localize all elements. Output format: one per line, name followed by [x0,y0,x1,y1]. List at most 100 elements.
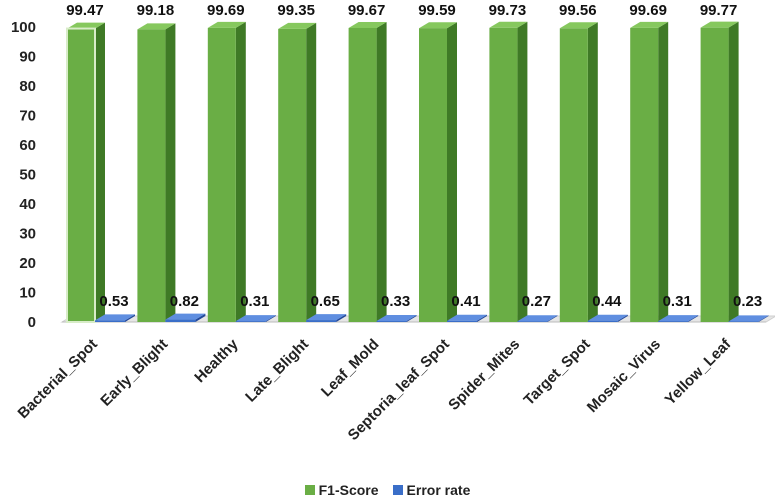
y-tick-label: 30 [19,226,36,243]
f1-value-label: 99.67 [348,2,386,19]
error-bar-side [265,315,276,322]
error-value-label: 0.82 [170,293,199,310]
f1-bar [630,27,659,323]
y-tick-label: 70 [19,108,36,125]
f1-bar-side [95,22,105,322]
y-tick-label: 100 [11,19,36,36]
error-value-label: 0.23 [733,293,762,310]
error-value-label: 0.31 [240,293,269,310]
error-bar-top [376,315,417,322]
f1-bar [348,27,377,322]
x-category-label: Early_Blight [97,336,171,410]
f1-bar-top [419,22,457,29]
f1-bar-side [235,21,246,323]
f1-bar-top [489,21,528,28]
error-bar [587,320,618,322]
f1-bar-side [447,22,457,322]
error-bar-side [195,313,206,322]
f1-bar-highlight [66,27,96,323]
f1-bar [67,28,95,322]
error-bar [728,321,759,322]
f1-bar [700,27,729,323]
f1-bar-side [306,22,317,322]
error-bar-top [165,313,206,320]
error-bar-top [658,315,699,322]
error-bar-side [477,314,487,322]
f1-bar-side [376,21,387,322]
f1-bar-top [137,23,176,30]
legend-label-error: Error rate [406,482,471,498]
error-bar-side [688,315,699,322]
legend-label-f1: F1-Score [318,482,379,498]
error-value-label: 0.27 [522,293,551,310]
x-category-label: Healthy [191,335,242,386]
x-category-label: Bacterial_Spot [15,336,101,422]
f1-bar-side [517,21,528,322]
x-category-label: Spider_Mites [445,336,523,414]
f1-bar-side [165,23,176,322]
error-bar-top [587,314,628,321]
error-bar [235,321,266,322]
f1-bar-top [559,22,598,29]
error-bar-side [406,315,417,322]
f1-value-label: 99.77 [700,2,738,19]
x-category-label: Mosaic_Virus [584,336,664,416]
error-bar-top [447,314,487,321]
f1-bar-top [67,22,105,29]
f1-value-label: 99.35 [277,2,315,19]
error-bar [306,320,337,322]
error-bar [447,320,477,322]
x-category-label: Late_Blight [242,336,312,406]
f1-bar-top [348,21,387,28]
error-bar [517,321,548,322]
legend: F1-Score Error rate [0,482,775,498]
f1-bar-side [728,21,739,323]
error-value-label: 0.65 [311,293,340,310]
error-bar [95,320,125,322]
error-bar-top [95,314,135,321]
error-bar [658,321,689,322]
f1-bar [207,27,236,323]
f1-value-label: 99.47 [66,2,104,19]
error-value-label: 0.31 [663,293,692,310]
y-tick-label: 20 [19,255,36,272]
legend-swatch-error [392,485,403,495]
error-value-label: 0.41 [451,293,480,310]
f1-bar [137,29,166,322]
f1-bar-top [207,21,246,28]
y-tick-label: 40 [19,196,36,213]
legend-swatch-f1 [304,485,315,495]
f1-value-label: 99.69 [207,2,245,19]
f1-value-label: 99.69 [629,2,667,19]
y-tick-label: 10 [19,285,36,302]
error-value-label: 0.44 [592,293,622,310]
f1-value-label: 99.18 [137,2,175,19]
f1-value-label: 99.73 [489,2,527,19]
error-bar [376,321,407,322]
f1-bar-side [587,22,598,322]
legend-item-f1: F1-Score [304,482,379,498]
y-tick-label: 80 [19,78,36,95]
error-bar-side [547,315,558,322]
f1-bar [489,27,518,322]
f1-bar [419,28,447,322]
bar-chart: 0 10 20 30 40 50 60 70 80 90 100 99.47 0.53 Bacterial… [11,2,775,444]
f1-bar-top [700,21,739,28]
error-bar-top [235,315,276,322]
x-category-label: Yellow_Leaf [662,335,735,408]
error-bar-top [517,315,558,322]
error-bar-side [336,314,347,322]
f1-bar-top [278,22,317,29]
y-tick-label: 0 [28,314,36,331]
x-category-label: Target_Spot [521,336,594,409]
error-bar-top [728,315,769,322]
y-tick-label: 90 [19,49,36,66]
error-bar [165,319,196,322]
y-tick-label: 60 [19,137,36,154]
f1-bar [559,28,588,322]
error-bar-side [758,315,769,322]
f1-bar [278,28,307,322]
error-value-label: 0.53 [99,293,128,310]
error-bar-side [125,314,135,322]
f1-value-label: 99.56 [559,2,597,19]
